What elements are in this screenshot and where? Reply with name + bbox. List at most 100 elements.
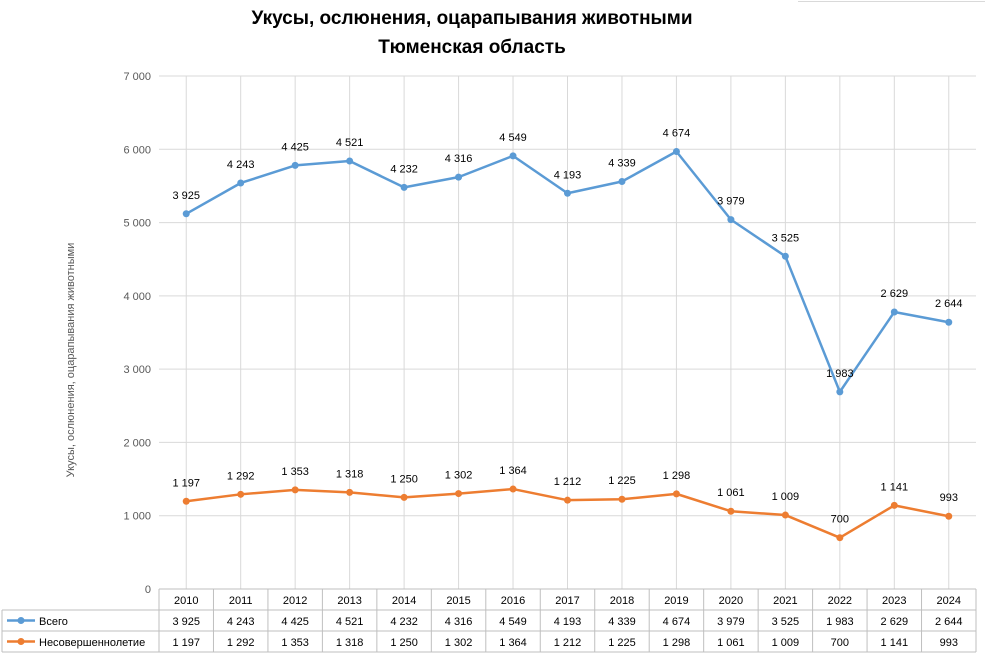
x-tick-label: 2019 [664,595,688,607]
table-cell: 4 316 [445,616,473,628]
data-label: 3 525 [772,232,800,244]
table-cell: 4 243 [227,616,255,628]
data-label: 1 009 [772,491,800,503]
data-point [237,179,245,187]
data-point [672,490,680,498]
x-tick-label: 2020 [719,595,743,607]
data-label: 4 243 [227,159,255,171]
data-label: 700 [831,514,849,526]
table-cell: 4 232 [390,616,418,628]
data-label: 4 193 [554,169,582,181]
x-tick-label: 2023 [882,595,906,607]
y-tick-label: 6 000 [123,144,151,156]
y-tick-label: 2 000 [123,437,151,449]
x-tick-label: 2013 [337,595,361,607]
data-label: 4 549 [499,132,527,144]
data-label: 1 225 [608,475,636,487]
table-cell: 1 061 [717,637,745,649]
chart-title: Укусы, ослюнения, оцарапывания животными [251,8,692,29]
data-label: 1 983 [826,368,854,380]
table-cell: 1 197 [172,637,200,649]
table-cell: 1 298 [663,637,691,649]
series-lines: 3 925 4 243 4 425 4 521 4 232 4 316 4 549 4 193… [172,127,963,542]
x-tick-label: 2012 [283,595,307,607]
data-point [400,183,408,191]
legend-label: Несовершеннолетие [39,637,145,649]
table-cell: 993 [940,637,958,649]
table-cell: 2 629 [881,616,909,628]
table-cell: 4 674 [663,616,691,628]
data-label: 1 212 [554,476,582,488]
data-point [890,501,898,509]
data-table: 2010 2011 2012 2013 2014 2015 2016 2017 2018 2019… [1,588,977,653]
legend-marker [17,617,25,624]
table-cell: 1 212 [554,637,582,649]
data-point [346,157,354,165]
data-label: 1 141 [881,481,909,493]
table-cell: 1 353 [281,637,309,649]
data-point [781,511,789,519]
table-cell: 4 521 [336,616,364,628]
y-tick-label: 0 [145,584,151,596]
data-label: 4 425 [281,141,309,153]
data-point [890,308,898,316]
data-label: 4 674 [663,127,691,139]
data-point [836,534,844,542]
table-cell: 4 549 [499,616,527,628]
table-cell: 3 925 [172,616,200,628]
data-label: 1 302 [445,470,473,482]
table-cell: 3 525 [772,616,800,628]
data-point [291,161,299,169]
x-tick-label: 2017 [555,595,579,607]
x-tick-label: 2018 [610,595,634,607]
data-label: 3 979 [717,196,745,208]
x-tick-label: 2021 [773,595,797,607]
data-label: 1 061 [717,487,745,499]
y-axis-label: Укусы, ослюнения, оцарапывания животными [65,243,77,478]
data-point [945,512,953,520]
data-point [618,178,626,186]
data-point [618,495,626,503]
data-label: 1 364 [499,465,527,477]
data-point [346,488,354,496]
table-cell: 4 339 [608,616,636,628]
data-label: 1 353 [281,466,309,478]
legend-label: Всего [39,616,68,628]
data-point [455,173,463,181]
data-point [781,252,789,260]
data-point [945,318,953,326]
table-cell: 1 250 [390,637,418,649]
table-cell: 4 425 [281,616,309,628]
table-cell: 1 302 [445,637,473,649]
data-point [509,152,517,160]
table-cell: 1 318 [336,637,364,649]
x-tick-label: 2022 [828,595,852,607]
table-cell: 4 193 [554,616,582,628]
data-label: 1 250 [390,473,418,485]
table-cell: 1 364 [499,637,527,649]
table-cell: 3 979 [717,616,745,628]
x-tick-label: 2024 [937,595,961,607]
data-label: 1 292 [227,470,255,482]
data-label: 2 644 [935,298,963,310]
data-point [672,147,680,155]
data-point [182,497,190,505]
chart-subtitle: Тюменская область [378,37,566,58]
data-point [836,388,844,396]
x-tick-label: 2014 [392,595,416,607]
data-point [237,490,245,498]
y-tick-label: 1 000 [123,511,151,523]
x-tick-label: 2015 [446,595,470,607]
data-point [509,485,517,493]
data-label: 4 521 [336,137,364,149]
x-tick-label: 2010 [174,595,198,607]
data-label: 1 298 [663,470,691,482]
data-point [564,496,571,504]
data-label: 4 232 [390,163,418,175]
table-cell: 1 009 [772,637,800,649]
table-cell: 1 141 [881,637,909,649]
table-cell: 1 983 [826,616,854,628]
table-cell: 1 225 [608,637,636,649]
data-point [182,210,190,218]
